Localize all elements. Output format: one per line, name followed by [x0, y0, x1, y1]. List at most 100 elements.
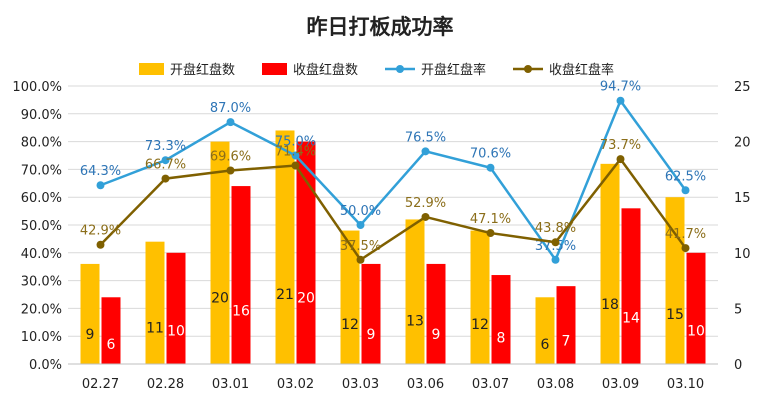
- lines: 64.3% 73.3% 87.0% 75.0% 50.0% 76.5% 70.6% 37.5%…: [80, 80, 706, 264]
- open-red-rate-label: 50.0%: [340, 204, 381, 219]
- x-tick-label: 03.06: [407, 377, 444, 392]
- chart-title: 昨日打板成功率: [307, 15, 454, 39]
- open-red-rate-label: 94.7%: [600, 80, 641, 95]
- close-red-rate-label: 47.1%: [470, 212, 511, 227]
- left-tick-label: 40.0%: [21, 247, 62, 262]
- close-red-count-label: 6: [107, 337, 116, 353]
- close-red-rate-point: [226, 166, 235, 175]
- open-red-rate-point: [161, 156, 170, 165]
- open-red-rate-point: [226, 118, 235, 127]
- close-red-count-bar: [621, 208, 641, 364]
- close-red-count-bar: [556, 286, 576, 364]
- open-red-count-bar: [340, 230, 360, 364]
- legend-swatch: [262, 63, 287, 75]
- open-red-rate-point: [421, 147, 430, 156]
- x-tick-label: 03.08: [537, 377, 574, 392]
- close-red-count-label: 8: [497, 330, 506, 346]
- x-tick-label: 03.03: [342, 377, 379, 392]
- open-red-count-bar: [405, 219, 425, 364]
- left-tick-label: 0.0%: [29, 358, 62, 373]
- open-red-rate-point: [486, 163, 495, 172]
- x-tick-label: 03.01: [212, 377, 249, 392]
- close-red-count-label: 16: [232, 304, 250, 320]
- close-red-rate-label: 43.8%: [535, 221, 576, 236]
- close-red-rate-label: 52.9%: [405, 196, 446, 211]
- close-red-rate-label: 69.6%: [210, 150, 251, 165]
- right-tick-label: 10: [734, 247, 751, 262]
- right-tick-label: 25: [734, 80, 751, 95]
- left-y-axis: 0.0% 10.0% 20.0% 30.0% 40.0% 50.0% 60.0% 70.0% 8…: [12, 80, 62, 373]
- close-red-count-bar: [361, 263, 381, 364]
- open-red-count-bar: [665, 197, 685, 364]
- close-red-rate-label: 41.7%: [665, 227, 706, 242]
- legend-label: 收盘红盘率: [549, 62, 614, 78]
- x-tick-label: 03.02: [277, 377, 314, 392]
- legend-label: 收盘红盘数: [293, 62, 358, 78]
- close-red-rate-point: [96, 240, 105, 249]
- open-red-rate-point: [616, 96, 625, 105]
- close-red-rate-label: 66.7%: [145, 158, 186, 173]
- close-red-count-bar: [426, 263, 446, 364]
- open-red-rate-point: [551, 255, 560, 264]
- open-red-count-bar: [275, 130, 295, 364]
- close-red-rate-line: [99, 157, 687, 262]
- open-red-rate-label: 75.0%: [275, 135, 316, 150]
- open-red-count-label: 18: [601, 297, 619, 313]
- left-tick-label: 50.0%: [21, 219, 62, 234]
- open-red-count-label: 21: [276, 287, 294, 303]
- open-red-rate-point: [681, 186, 690, 195]
- right-tick-label: 15: [734, 191, 751, 206]
- open-red-rate-label: 76.5%: [405, 130, 446, 145]
- left-tick-label: 30.0%: [21, 275, 62, 290]
- open-red-count-bar: [600, 163, 620, 364]
- left-tick-label: 90.0%: [21, 108, 62, 123]
- open-red-count-label: 11: [146, 320, 164, 336]
- close-red-rate-label: 42.9%: [80, 224, 121, 239]
- left-tick-label: 10.0%: [21, 330, 62, 345]
- close-red-count-label: 7: [562, 334, 571, 350]
- close-red-count-label: 10: [167, 324, 185, 340]
- open-red-count-bar: [80, 263, 100, 364]
- close-red-rate-point: [551, 238, 560, 247]
- legend-label: 开盘红盘率: [421, 62, 486, 78]
- close-red-rate-point: [421, 212, 430, 221]
- open-red-count-bar: [470, 230, 490, 364]
- open-red-rate-point: [96, 181, 105, 190]
- open-red-count-bar: [535, 297, 555, 364]
- right-tick-label: 5: [734, 302, 742, 317]
- x-tick-label: 02.28: [147, 377, 184, 392]
- open-red-count-bar: [145, 241, 165, 364]
- left-tick-label: 60.0%: [21, 191, 62, 206]
- left-tick-label: 80.0%: [21, 136, 62, 151]
- open-red-rate-label: 37.5%: [535, 239, 576, 254]
- legend: 开盘红盘数 收盘红盘数 开盘红盘率 收盘红盘率: [139, 62, 614, 78]
- close-red-count-bar: [101, 297, 121, 364]
- open-red-count-label: 9: [86, 327, 95, 343]
- close-red-count-label: 9: [432, 327, 441, 343]
- open-red-count-label: 12: [341, 317, 359, 333]
- close-red-rate-point: [291, 161, 300, 170]
- legend-label: 开盘红盘数: [170, 62, 235, 78]
- left-tick-label: 100.0%: [12, 80, 62, 95]
- open-red-count-label: 20: [211, 290, 229, 306]
- close-red-rate-label: 37.5%: [340, 239, 381, 254]
- close-red-count-bar: [231, 186, 251, 364]
- close-red-count-bar: [491, 275, 511, 364]
- close-red-rate-label: 71.4%: [275, 145, 316, 160]
- open-red-count-label: 12: [471, 317, 489, 333]
- legend-swatch: [139, 63, 164, 75]
- close-red-count-bar: [686, 252, 706, 364]
- x-tick-label: 03.09: [602, 377, 639, 392]
- right-y-axis: 0 5 10 15 20 25: [734, 80, 751, 373]
- right-tick-label: 20: [734, 136, 751, 151]
- open-red-rate-label: 64.3%: [80, 164, 121, 179]
- close-red-rate-point: [616, 155, 625, 164]
- close-red-count-label: 9: [367, 327, 376, 343]
- open-red-rate-point: [356, 221, 365, 229]
- close-red-rate-label: 73.7%: [600, 138, 641, 153]
- right-tick-label: 0: [734, 358, 742, 373]
- close-red-count-bar: [296, 141, 316, 364]
- close-red-rate-point: [681, 244, 690, 253]
- x-tick-label: 03.07: [472, 377, 509, 392]
- x-axis: 02.27 02.28 03.01 03.02 03.03 03.06 03.07 03.08…: [68, 363, 718, 392]
